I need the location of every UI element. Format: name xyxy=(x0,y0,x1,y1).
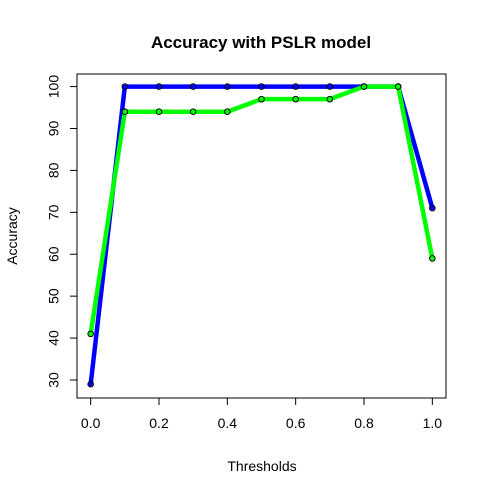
x-tick-label: 0.0 xyxy=(81,415,101,431)
y-tick-label: 30 xyxy=(46,372,62,388)
y-axis: 30 40 50 60 70 80 90 100 xyxy=(46,75,78,388)
data-point xyxy=(87,330,94,338)
data-point xyxy=(292,83,299,90)
x-axis-label: Thresholds xyxy=(227,458,296,474)
x-tick-label: 0.8 xyxy=(354,415,374,431)
data-point xyxy=(258,83,265,90)
chart-title: Accuracy with PSLR model xyxy=(151,33,371,52)
data-point xyxy=(326,95,334,103)
data-point xyxy=(121,108,129,116)
y-tick-label: 60 xyxy=(46,246,62,262)
data-point xyxy=(224,108,231,116)
y-tick-label: 100 xyxy=(46,75,62,99)
series-1 xyxy=(87,83,436,388)
x-tick-label: 0.2 xyxy=(149,415,169,431)
data-point xyxy=(429,204,436,212)
data-point xyxy=(326,83,334,90)
y-tick-label: 70 xyxy=(46,204,62,220)
y-axis-label: Accuracy xyxy=(4,207,20,265)
data-point xyxy=(189,108,197,116)
y-tick-label: 40 xyxy=(46,330,62,346)
series-layer xyxy=(87,83,436,388)
data-point xyxy=(155,83,163,90)
x-tick-label: 0.4 xyxy=(218,415,238,431)
data-point xyxy=(360,83,368,90)
data-point xyxy=(87,380,94,388)
data-point xyxy=(429,255,436,262)
x-axis: 0.0 0.2 0.4 0.6 0.8 1.0 xyxy=(81,397,443,431)
series-line xyxy=(88,84,435,337)
series-line xyxy=(88,84,435,387)
data-point xyxy=(121,83,129,90)
data-point xyxy=(155,108,163,116)
data-point xyxy=(224,83,231,90)
data-point xyxy=(394,83,402,90)
y-tick-label: 50 xyxy=(46,288,62,304)
x-tick-label: 0.6 xyxy=(286,415,306,431)
y-tick-label: 80 xyxy=(46,162,62,178)
series-2 xyxy=(87,83,436,338)
data-point xyxy=(258,95,265,103)
plot-frame xyxy=(76,73,447,399)
data-point xyxy=(292,95,299,103)
y-tick-label: 90 xyxy=(46,120,62,136)
data-point xyxy=(189,83,197,90)
x-tick-label: 1.0 xyxy=(423,415,443,431)
